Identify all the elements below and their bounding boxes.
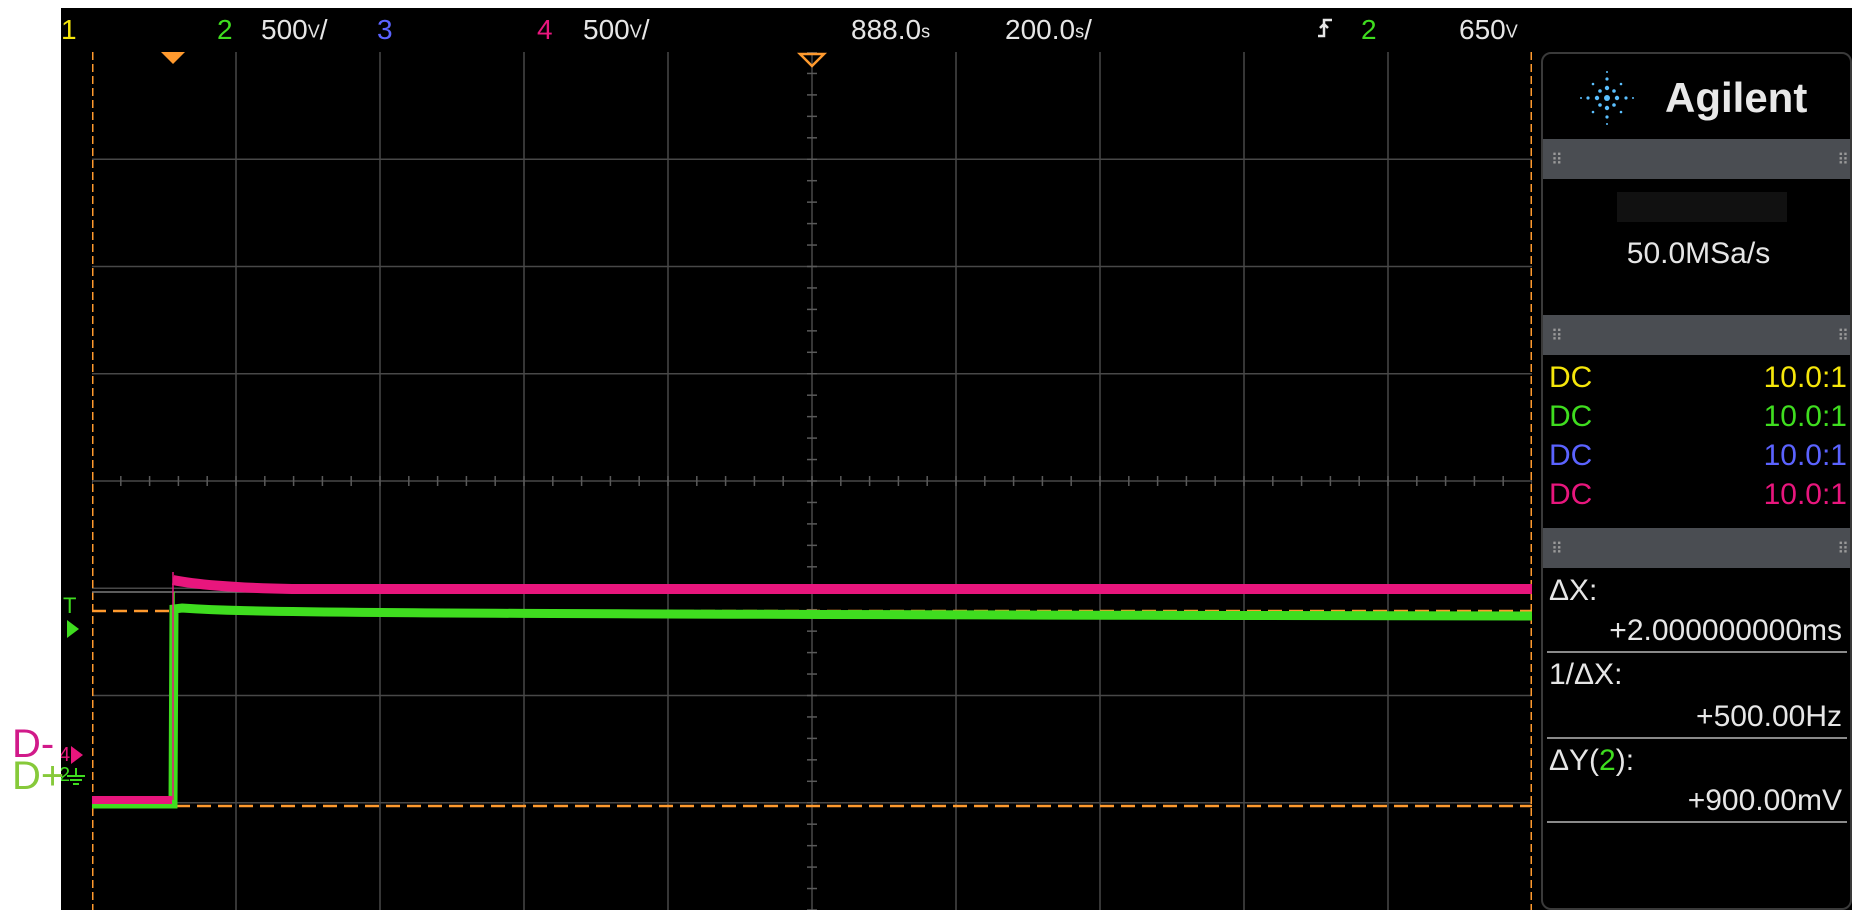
divider: [1547, 651, 1847, 653]
d-plus-label: D+: [12, 754, 65, 798]
info-panel: Agilent ⠿ ⠿ 50.0MSa/s ⠿ ⠿ DC 10.0:1 DC 1…: [1541, 52, 1852, 910]
horizontal-delay-unit: s: [921, 21, 931, 42]
channel-2-waveform: [92, 592, 1532, 809]
divider: [1547, 737, 1847, 739]
channels-section-header[interactable]: ⠿ ⠿: [1543, 315, 1850, 355]
channel-4-waveform: [92, 572, 1532, 804]
probe-ratio: 10.0:1: [1763, 400, 1847, 433]
drag-handle-icon[interactable]: ⠿: [1837, 541, 1849, 558]
drag-handle-icon[interactable]: ⠿: [1551, 152, 1563, 169]
coupling: DC: [1549, 439, 1593, 472]
channel-2-indicator[interactable]: 2: [217, 14, 233, 45]
drag-handle-icon[interactable]: ⠿: [1551, 541, 1563, 558]
trigger-level-arrow-icon[interactable]: [67, 620, 81, 638]
brand-logo: Agilent: [1543, 54, 1850, 139]
coupling: DC: [1549, 478, 1593, 511]
horizontal-delay[interactable]: 888.0s: [851, 14, 931, 45]
time-reference-marker: [796, 52, 828, 68]
channel-4-ground-marker[interactable]: 4: [61, 744, 71, 766]
channel-1-indicator[interactable]: 1: [61, 14, 77, 45]
acquisition-mode-box: [1617, 192, 1787, 222]
probe-ratio: 10.0:1: [1763, 478, 1847, 511]
ground-icon: [67, 768, 85, 785]
trigger-level-marker[interactable]: T: [63, 593, 77, 618]
drag-handle-icon[interactable]: ⠿: [1551, 328, 1563, 345]
coupling: DC: [1549, 400, 1593, 433]
timebase-scale[interactable]: 200.0s/: [1005, 14, 1092, 45]
d-minus-label: D-: [12, 722, 55, 766]
trigger-level[interactable]: 650V: [1459, 14, 1518, 45]
status-bar: 1 2 500V/ 3 4 500V/ 888.0s 200.0s/ 2 650…: [61, 8, 1852, 52]
inverse-delta-x-label: 1/ΔX:: [1549, 658, 1623, 691]
trigger-source[interactable]: 2: [1361, 14, 1377, 45]
coupling: DC: [1549, 361, 1593, 394]
delta-x-value: +2.000000000ms: [1609, 614, 1842, 647]
waveform-graticule: [92, 52, 1532, 910]
channel-4-indicator[interactable]: 4: [537, 14, 553, 45]
trigger-edge-icon[interactable]: [1316, 14, 1334, 49]
timebase-scale-unit: s: [1075, 21, 1085, 42]
delta-y-label: ΔY(2):: [1549, 744, 1635, 777]
drag-handle-icon[interactable]: ⠿: [1837, 328, 1849, 345]
oscilloscope-screen: 1 2 500V/ 3 4 500V/ 888.0s 200.0s/ 2 650…: [61, 8, 1852, 910]
grid-center-ticks: [92, 52, 1532, 910]
drag-handle-icon[interactable]: ⠿: [1837, 152, 1849, 169]
probe-ratio: 10.0:1: [1763, 439, 1847, 472]
inverse-delta-x-value: +500.00Hz: [1696, 700, 1842, 733]
delta-y-value: +900.00mV: [1687, 784, 1842, 817]
divider: [1547, 821, 1847, 823]
measurements-section-header[interactable]: ⠿ ⠿: [1543, 528, 1850, 568]
channel-2-scale[interactable]: 500V/: [261, 14, 328, 45]
trigger-level-unit: V: [1505, 21, 1518, 42]
sample-rate: 50.0MSa/s: [1626, 237, 1771, 270]
delta-x-label: ΔX:: [1549, 574, 1598, 607]
acquisition-section-header[interactable]: ⠿ ⠿: [1543, 139, 1850, 179]
channel-4-scale-unit: V: [629, 21, 642, 42]
channel-2-scale-unit: V: [307, 21, 320, 42]
brand-name: Agilent: [1665, 74, 1808, 121]
probe-ratio: 10.0:1: [1763, 361, 1847, 394]
channel-4-ground-arrow-icon[interactable]: [71, 746, 85, 764]
channel-4-scale[interactable]: 500V/: [583, 14, 650, 45]
channel-2-ground-marker[interactable]: 2: [61, 764, 71, 786]
channel-3-indicator[interactable]: 3: [377, 14, 393, 45]
agilent-spark-icon: [1580, 71, 1634, 125]
trigger-position-marker: [161, 52, 185, 64]
